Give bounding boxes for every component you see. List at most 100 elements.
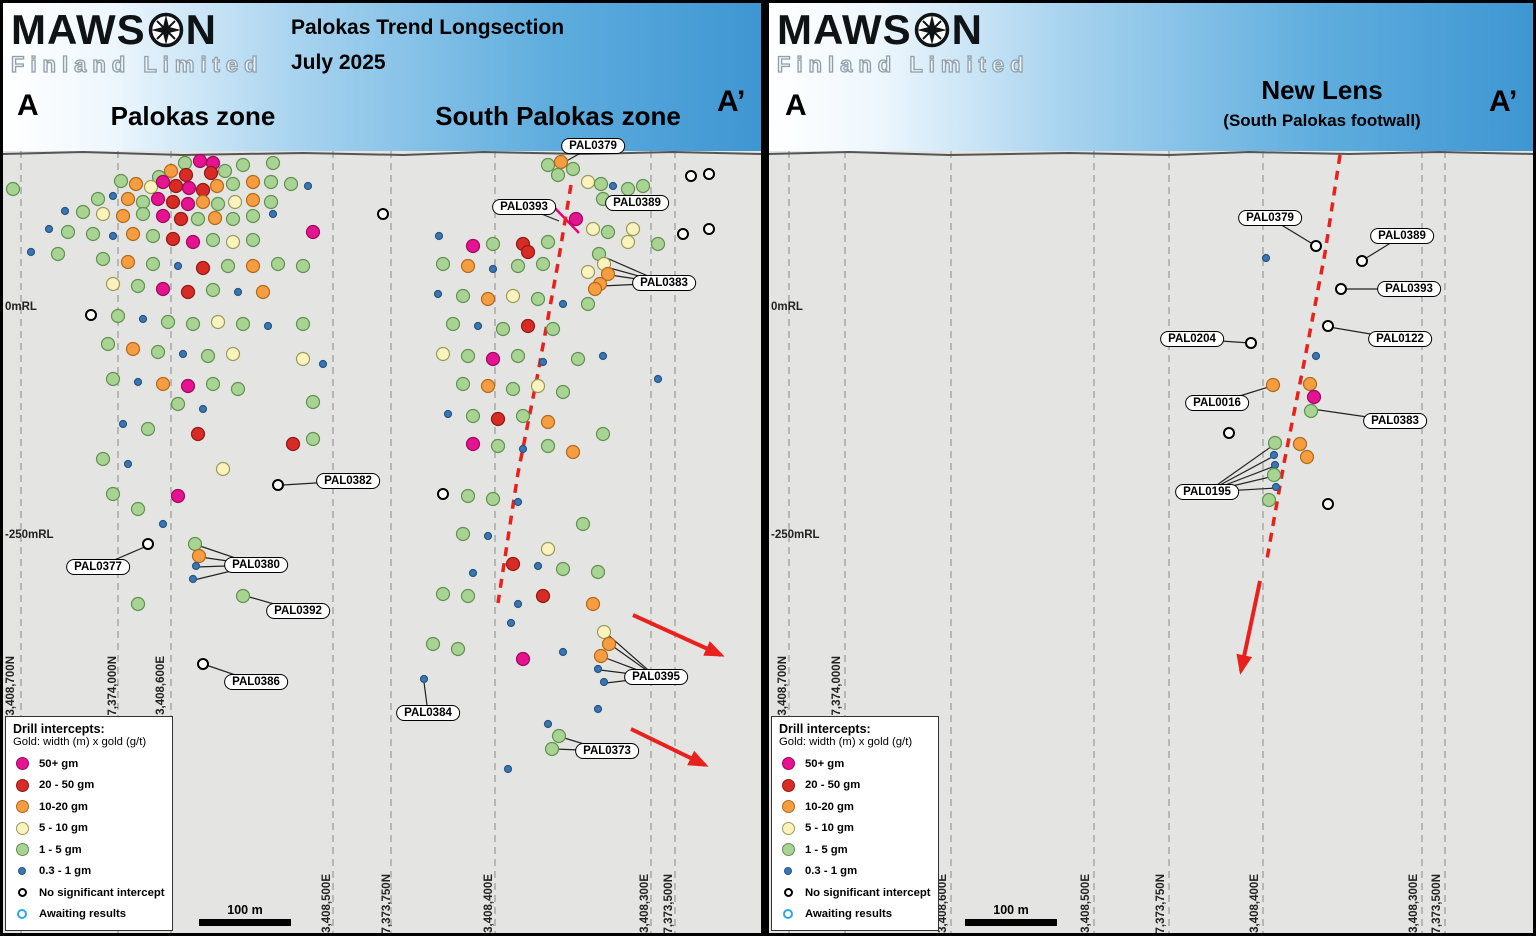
drill-intercept-point xyxy=(1265,377,1281,393)
drill-intercept-point xyxy=(450,641,466,657)
legend-label: 20 - 50 gm xyxy=(805,779,861,792)
drill-intercept-point xyxy=(105,486,121,502)
drill-intercept-point xyxy=(283,176,299,192)
drill-intercept-point xyxy=(295,258,311,274)
drill-intercept-point xyxy=(187,536,203,552)
drill-intercept-point xyxy=(635,178,651,194)
drill-intercept-point xyxy=(185,234,201,250)
drill-intercept-point xyxy=(1356,255,1368,267)
drill-hole-label: PAL0393 xyxy=(1377,281,1441,297)
section-marker-a: A xyxy=(785,89,807,122)
drill-intercept-point xyxy=(142,538,154,550)
drill-intercept-point xyxy=(435,346,451,362)
drill-intercept-point xyxy=(555,561,571,577)
drill-intercept-point xyxy=(598,351,608,361)
legend-swatch-r-icon xyxy=(781,778,795,792)
logo-subtitle: Finland Limited xyxy=(776,51,1030,77)
elevation-label: -250mRL xyxy=(5,529,54,541)
drill-intercept-point xyxy=(108,191,118,201)
drill-intercept-point xyxy=(377,208,389,220)
drill-intercept-point xyxy=(285,436,301,452)
drill-intercept-point xyxy=(120,191,136,207)
drill-intercept-point xyxy=(105,371,121,387)
drill-intercept-point xyxy=(255,284,271,300)
drill-intercept-point xyxy=(135,194,151,210)
drill-intercept-point xyxy=(1306,389,1322,405)
drill-intercept-point xyxy=(209,178,225,194)
drill-intercept-point xyxy=(460,348,476,364)
drill-intercept-point xyxy=(538,357,548,367)
legend-swatch-g-icon xyxy=(15,843,29,857)
drill-intercept-point xyxy=(565,444,581,460)
longsection-panel-new-lens: PAL0379 PAL0389 PAL0393 PAL0204 PAL0122 PAL00… xyxy=(769,3,1533,933)
legend-label: 50+ gm xyxy=(805,757,845,770)
mawson-logo: MAWS N Finland Limited xyxy=(776,9,1030,78)
legend-label: 1 - 5 gm xyxy=(39,843,82,856)
drill-intercept-point xyxy=(168,178,184,194)
drill-intercept-point xyxy=(460,588,476,604)
scale-bar-rule xyxy=(965,919,1057,926)
legend-swatch-n-icon xyxy=(17,888,27,898)
mawson-logo: MAWS N Finland Limited xyxy=(10,9,264,78)
legend-swatch-b-icon xyxy=(784,867,792,876)
coordinate-label: 3,408,300E xyxy=(639,874,651,933)
drill-intercept-point xyxy=(225,234,241,250)
legend-swatch-y-icon xyxy=(15,821,29,835)
drill-intercept-point xyxy=(95,206,111,222)
legend-item: 20 - 50 gm xyxy=(13,775,165,797)
legend-swatch-o-icon xyxy=(15,800,29,814)
legend-item: 10-20 gm xyxy=(13,796,165,818)
drill-hole-label: PAL0392 xyxy=(266,603,330,619)
legend-label: 10-20 gm xyxy=(805,800,854,813)
scale-bar-rule xyxy=(199,919,291,926)
drill-intercept-point xyxy=(490,411,506,427)
drill-intercept-point xyxy=(465,436,481,452)
drill-intercept-point xyxy=(515,408,531,424)
coordinate-label: 7,373,500N xyxy=(1431,873,1443,933)
drill-intercept-point xyxy=(480,291,496,307)
drill-intercept-point xyxy=(558,647,568,657)
zone-label-south-palokas: South Palokas zone xyxy=(435,101,681,131)
drill-intercept-point xyxy=(295,316,311,332)
legend-swatch-r-icon xyxy=(15,778,29,792)
coordinate-label: 3,408,300E xyxy=(1408,874,1420,933)
legend-swatch-wrap xyxy=(13,867,31,876)
drill-hole-label: PAL0379 xyxy=(1238,210,1302,226)
drill-intercept-point xyxy=(473,321,483,331)
drill-intercept-point xyxy=(150,191,166,207)
drill-intercept-point xyxy=(191,548,207,564)
drill-intercept-point xyxy=(128,176,144,192)
drill-intercept-point xyxy=(703,168,715,180)
map-title: Palokas Trend Longsection July 2025 xyxy=(291,11,564,80)
drill-intercept-point xyxy=(685,170,697,182)
elevation-label: 0mRL xyxy=(5,301,37,313)
legend-item: No significant intercept xyxy=(13,882,165,904)
legend-label: Awaiting results xyxy=(805,908,893,921)
drill-intercept-point xyxy=(195,182,211,198)
drill-intercept-point xyxy=(270,256,286,272)
drill-intercept-point xyxy=(268,209,278,219)
drill-intercept-point xyxy=(1245,337,1257,349)
drill-intercept-point xyxy=(460,488,476,504)
drill-intercept-point xyxy=(1271,482,1281,492)
drill-intercept-point xyxy=(505,288,521,304)
drill-intercept-point xyxy=(465,238,481,254)
drill-intercept-point xyxy=(177,155,193,171)
drill-intercept-point xyxy=(133,377,143,387)
drill-intercept-point xyxy=(155,376,171,392)
drill-hole-label: PAL0373 xyxy=(575,743,639,759)
drill-intercept-point xyxy=(5,181,21,197)
drill-hole-label: PAL0383 xyxy=(1363,413,1427,429)
drill-intercept-point xyxy=(570,351,586,367)
drill-intercept-point xyxy=(207,210,223,226)
drill-intercept-point xyxy=(460,258,476,274)
drill-intercept-point xyxy=(513,599,523,609)
drill-intercept-point xyxy=(535,256,551,272)
drill-intercept-point xyxy=(543,719,553,729)
drill-intercept-point xyxy=(513,497,523,507)
drill-intercept-point xyxy=(553,154,569,170)
sky-gradient-band xyxy=(769,3,1533,151)
drill-intercept-point xyxy=(210,196,226,212)
drill-intercept-point xyxy=(170,396,186,412)
drill-intercept-point xyxy=(165,194,181,210)
